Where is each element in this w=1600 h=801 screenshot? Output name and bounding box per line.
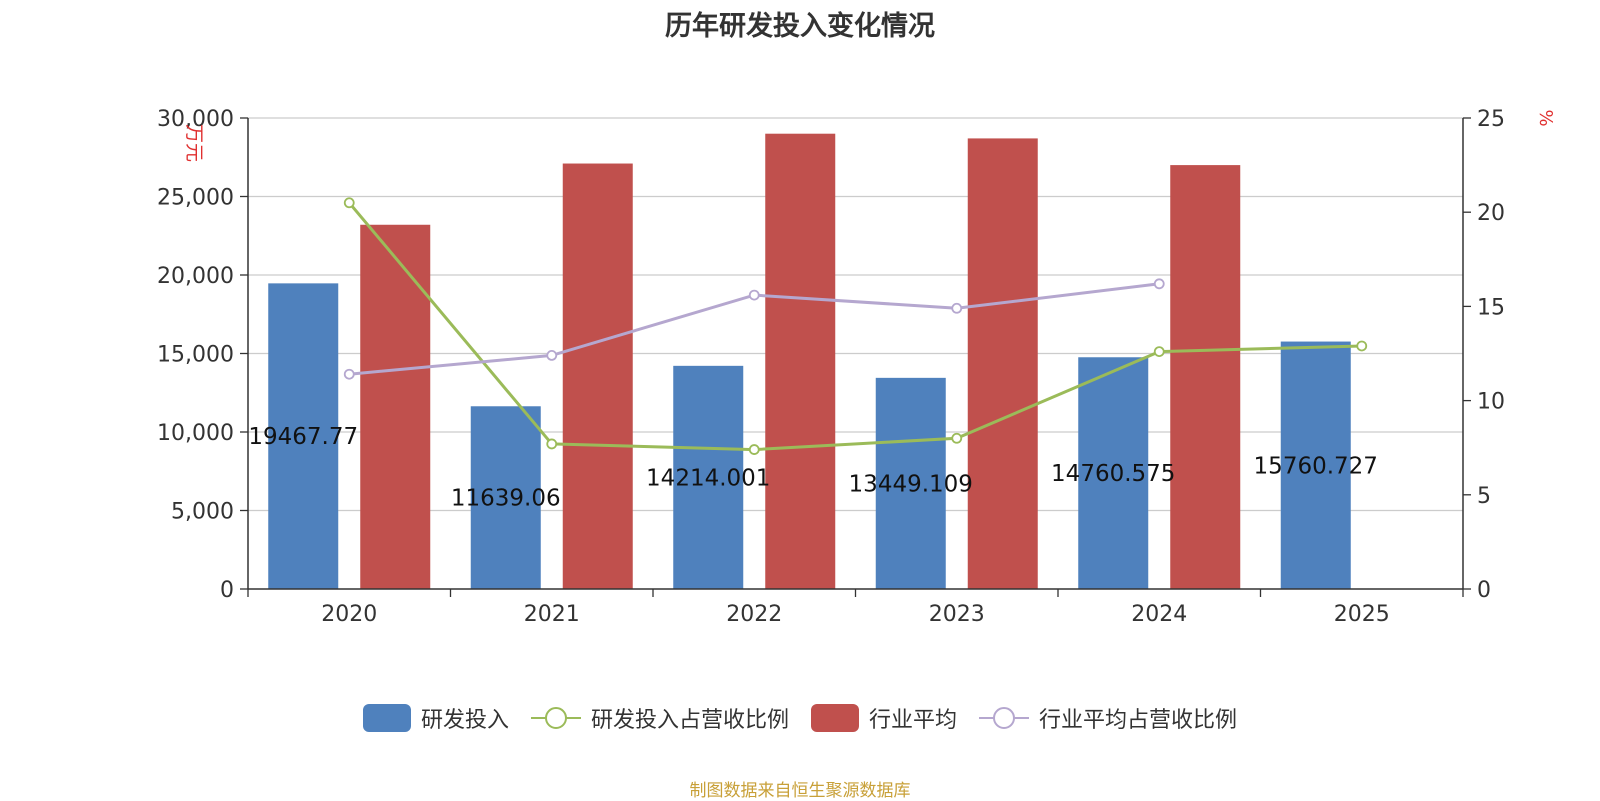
chart-title: 历年研发投入变化情况: [665, 11, 935, 42]
bar-rd: [875, 377, 946, 589]
y-left-tick-label: 5,000: [171, 500, 234, 525]
y-left-axis-unit: 万元: [183, 124, 205, 162]
legend-swatch-marker: [993, 707, 1016, 729]
point-industry-ratio: [748, 289, 760, 301]
y-right-tick-label: 0: [1477, 578, 1491, 603]
axes: 0 5,000 10,000 15,000 20,000 25,000 30,000 0 5 10…: [157, 107, 1556, 627]
x-tick-label: 2020: [321, 602, 377, 627]
data-label-rd: 14760.575: [1051, 461, 1175, 487]
lines: [343, 197, 1368, 455]
data-label-rd: 13449.109: [849, 471, 973, 497]
y-right-tick-label: 20: [1477, 201, 1505, 226]
point-rd-ratio: [1153, 346, 1165, 358]
legend-swatch-rd: [362, 704, 411, 732]
bar-rd: [470, 406, 541, 589]
data-labels: 19467.77 11639.06 14214.001 13449.109 14760.…: [248, 424, 1378, 511]
legend-item-rd[interactable]: 研发投入: [362, 702, 509, 734]
data-label-rd: 11639.06: [451, 486, 561, 512]
point-rd-ratio: [1356, 340, 1368, 352]
bars: [268, 133, 1351, 589]
point-rd-ratio: [343, 197, 355, 209]
y-right-tick-label: 5: [1477, 484, 1491, 509]
bar-industry: [562, 163, 633, 589]
data-label-rd: 14214.001: [646, 465, 770, 491]
x-tick-label: 2021: [524, 602, 580, 627]
point-rd-ratio: [748, 444, 760, 455]
grid-lines: [248, 117, 1463, 512]
source-note: 制图数据来自恒生聚源数据库: [689, 781, 911, 801]
point-rd-ratio: [546, 438, 558, 450]
y-right-tick-label: 15: [1477, 295, 1505, 320]
y-left-tick-label: 20,000: [157, 264, 234, 289]
x-tick-label: 2024: [1131, 602, 1187, 627]
point-industry-ratio: [1153, 278, 1165, 290]
x-tick-label: 2025: [1334, 602, 1390, 627]
bar-industry: [967, 138, 1038, 589]
legend-label-rd: 研发投入: [420, 708, 509, 733]
x-tick-label: 2023: [929, 602, 985, 627]
x-tick-label: 2022: [726, 602, 782, 627]
legend-label-rd-ratio: 研发投入占营收比例: [590, 708, 789, 733]
legend-swatch-industry: [811, 704, 859, 732]
legend-item-industry-ratio[interactable]: 行业平均占营收比例: [979, 702, 1237, 734]
line-rd-ratio: [348, 201, 1362, 452]
point-industry-ratio: [951, 302, 963, 314]
bar-industry: [1170, 165, 1241, 589]
point-industry-ratio: [546, 349, 558, 361]
y-left-tick-label: 30,000: [157, 107, 234, 132]
point-industry-ratio: [343, 368, 355, 380]
legend-swatch-marker: [544, 707, 567, 729]
legend-item-industry[interactable]: 行业平均: [811, 702, 957, 734]
y-right-axis-unit: %: [1535, 109, 1556, 126]
point-rd-ratio: [951, 432, 963, 444]
legend-label-industry: 行业平均: [869, 708, 958, 733]
bar-rd: [1078, 357, 1149, 589]
bar-rd: [673, 365, 744, 589]
bar-industry: [360, 224, 431, 589]
bar-rd: [268, 283, 339, 589]
y-left-tick-label: 10,000: [157, 421, 234, 446]
legend: 研发投入 研发投入占营收比例 行业平均 行业平均占营收比例: [0, 702, 1600, 734]
y-right-tick-label: 25: [1477, 107, 1505, 132]
bar-rd: [1280, 341, 1351, 589]
legend-swatch-industry-ratio: [979, 707, 1030, 729]
legend-item-rd-ratio[interactable]: 研发投入占营收比例: [530, 702, 789, 734]
legend-swatch-rd-ratio: [530, 707, 581, 729]
data-label-rd: 19467.77: [248, 424, 358, 450]
y-left-tick-label: 25,000: [157, 186, 234, 211]
y-left-tick-label: 15,000: [157, 343, 234, 368]
bar-industry: [765, 133, 836, 589]
legend-label-industry-ratio: 行业平均占营收比例: [1039, 708, 1238, 733]
data-label-rd: 15760.727: [1254, 453, 1378, 479]
y-right-tick-label: 10: [1477, 390, 1505, 415]
y-left-tick-label: 0: [220, 578, 234, 603]
